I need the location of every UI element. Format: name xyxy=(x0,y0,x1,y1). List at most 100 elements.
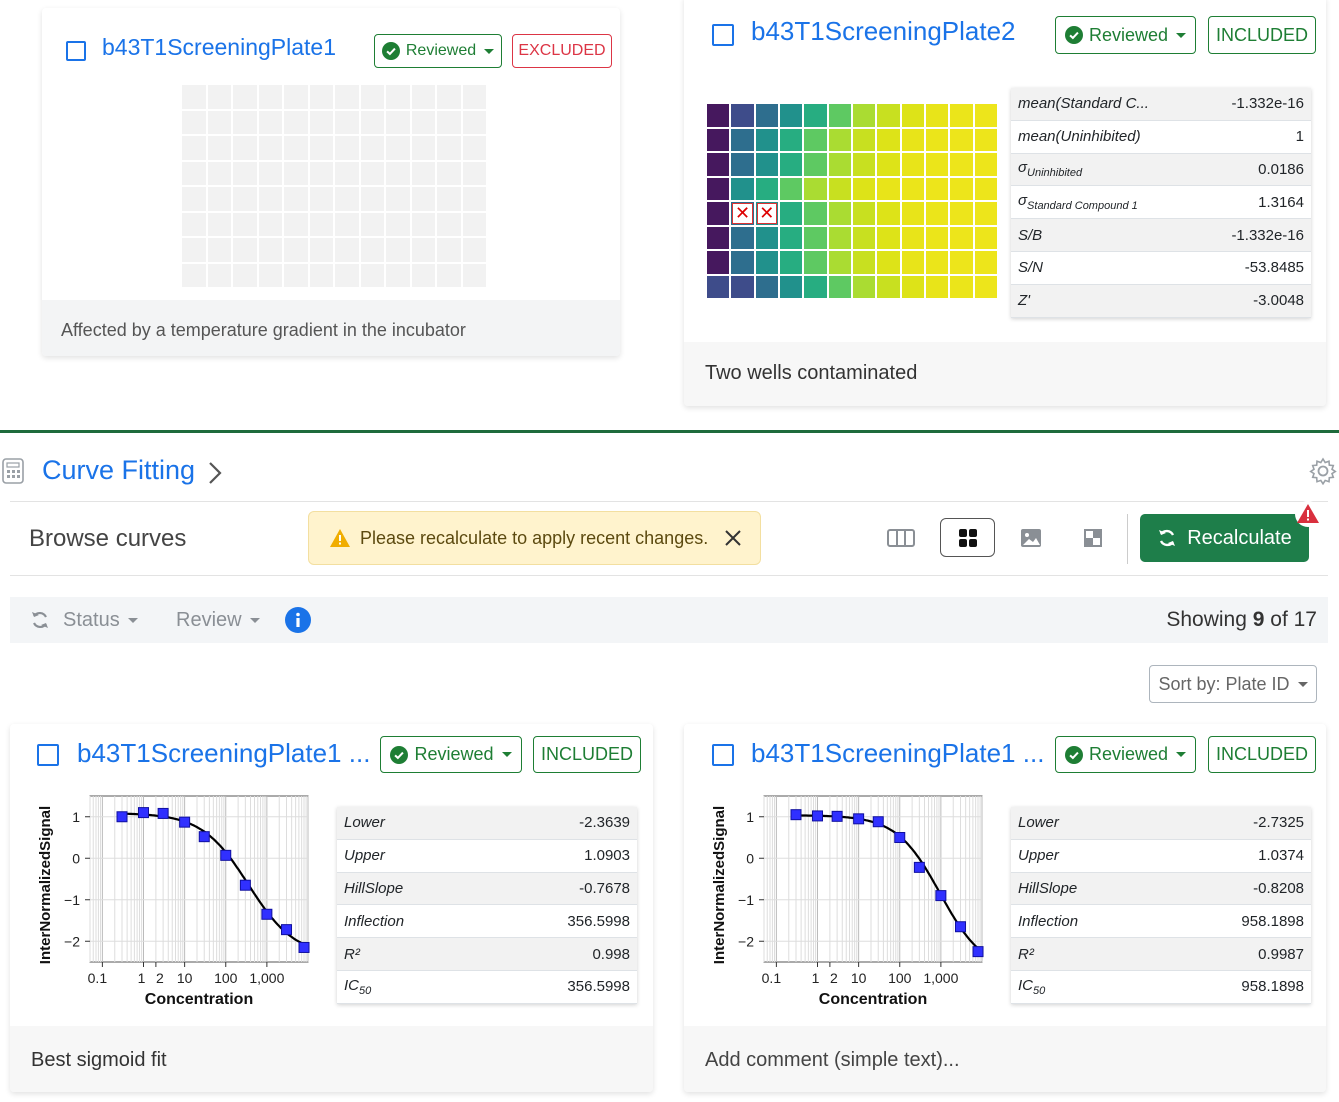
plate-well[interactable] xyxy=(950,226,973,249)
curve-2-title[interactable]: b43T1ScreeningPlate1 ... xyxy=(751,738,1045,768)
plate-well[interactable] xyxy=(926,128,949,151)
plate-well[interactable] xyxy=(974,153,997,176)
plate-well[interactable] xyxy=(853,275,876,298)
plate-well[interactable] xyxy=(755,226,778,249)
plate-well[interactable]: ✕ xyxy=(731,202,754,225)
plate-2-comment[interactable]: Two wells contaminated xyxy=(705,362,918,384)
plate-well[interactable] xyxy=(950,177,973,200)
plate-well[interactable] xyxy=(755,153,778,176)
plate-well[interactable] xyxy=(974,275,997,298)
plate-well[interactable] xyxy=(731,153,754,176)
plate-well[interactable] xyxy=(731,251,754,274)
plate-1-title[interactable]: b43T1ScreeningPlate1 xyxy=(102,34,336,60)
plate-well[interactable] xyxy=(877,153,900,176)
plate-well[interactable] xyxy=(926,275,949,298)
plate-well[interactable] xyxy=(853,177,876,200)
plate-well[interactable] xyxy=(901,202,924,225)
plate-well[interactable] xyxy=(926,153,949,176)
curve-1-review-dropdown[interactable]: Reviewed xyxy=(380,736,522,773)
plate-well[interactable] xyxy=(707,226,730,249)
plate-well[interactable] xyxy=(877,251,900,274)
plate-well[interactable] xyxy=(877,275,900,298)
plate-well[interactable] xyxy=(853,104,876,127)
plate-well[interactable] xyxy=(974,202,997,225)
plate-well[interactable] xyxy=(974,226,997,249)
columns-icon[interactable] xyxy=(886,527,916,549)
plate-well[interactable] xyxy=(853,251,876,274)
plate-well[interactable] xyxy=(853,226,876,249)
sort-dropdown[interactable]: Sort by: Plate ID xyxy=(1149,665,1317,703)
plate-well[interactable] xyxy=(804,177,827,200)
plate-well[interactable] xyxy=(926,202,949,225)
info-icon[interactable] xyxy=(285,607,311,633)
plate-well[interactable] xyxy=(804,275,827,298)
plate-well[interactable] xyxy=(780,226,803,249)
plate-well[interactable] xyxy=(731,226,754,249)
plate-well[interactable] xyxy=(780,104,803,127)
plate-well[interactable] xyxy=(780,128,803,151)
plate-well[interactable] xyxy=(755,275,778,298)
plate-well[interactable] xyxy=(974,104,997,127)
plate-well[interactable] xyxy=(950,104,973,127)
plate-well[interactable] xyxy=(974,128,997,151)
plate-well[interactable] xyxy=(877,177,900,200)
curve-1-comment[interactable]: Best sigmoid fit xyxy=(31,1049,167,1071)
plate-well[interactable] xyxy=(828,275,851,298)
plate-1-checkbox[interactable] xyxy=(66,41,86,61)
plate-well[interactable] xyxy=(877,128,900,151)
plate-well[interactable] xyxy=(804,104,827,127)
chevron-right-icon[interactable] xyxy=(207,460,223,486)
plate-well[interactable] xyxy=(707,128,730,151)
plate-well[interactable] xyxy=(901,128,924,151)
plate-well[interactable] xyxy=(828,177,851,200)
plate-well[interactable] xyxy=(828,153,851,176)
plate-1-review-dropdown[interactable]: Reviewed xyxy=(374,34,502,68)
plate-well[interactable] xyxy=(828,104,851,127)
plate-well[interactable] xyxy=(707,104,730,127)
plate-2-checkbox[interactable] xyxy=(712,24,734,46)
plate-well[interactable] xyxy=(877,202,900,225)
plate-well[interactable] xyxy=(804,153,827,176)
plate-well[interactable] xyxy=(974,251,997,274)
plate-well[interactable] xyxy=(926,104,949,127)
plate-well[interactable] xyxy=(780,177,803,200)
plate-well[interactable] xyxy=(950,275,973,298)
plate-well[interactable] xyxy=(853,128,876,151)
plate-1-comment[interactable]: Affected by a temperature gradient in th… xyxy=(61,320,466,340)
plate-1-comment-area[interactable] xyxy=(42,300,620,356)
plate-well[interactable] xyxy=(707,275,730,298)
plate-well[interactable] xyxy=(707,202,730,225)
plate-well[interactable] xyxy=(974,177,997,200)
plate-well[interactable] xyxy=(901,251,924,274)
plate-well[interactable] xyxy=(877,104,900,127)
plate-well[interactable] xyxy=(731,275,754,298)
plate-well[interactable] xyxy=(707,153,730,176)
image-icon[interactable] xyxy=(1020,528,1042,548)
curve-1-comment-area[interactable] xyxy=(10,1026,653,1092)
plate-well[interactable] xyxy=(780,202,803,225)
section-title[interactable]: Curve Fitting xyxy=(42,455,196,485)
curve-2-review-dropdown[interactable]: Reviewed xyxy=(1055,736,1196,773)
plate-well[interactable] xyxy=(926,226,949,249)
plate-well[interactable] xyxy=(755,251,778,274)
curve-2-chart[interactable]: 10−1−20.1 1 2 10 100 1,000ConcentrationInterN… xyxy=(706,784,1006,1014)
plate-well[interactable] xyxy=(780,153,803,176)
recalculate-button[interactable]: Recalculate xyxy=(1140,514,1309,562)
curve-2-comment-area[interactable] xyxy=(684,1026,1326,1092)
curve-1-chart[interactable]: 10−1−20.1 1 2 10 100 1,000ConcentrationInterN… xyxy=(32,784,332,1014)
grid-view-button[interactable] xyxy=(940,518,995,557)
plate-well[interactable] xyxy=(755,177,778,200)
plate-2-review-dropdown[interactable]: Reviewed xyxy=(1055,16,1196,54)
plate-well[interactable] xyxy=(901,275,924,298)
plate-2-heatmap[interactable]: ✕ ✕ xyxy=(707,104,997,298)
plate-well[interactable] xyxy=(877,226,900,249)
plate-well[interactable] xyxy=(901,177,924,200)
plate-well[interactable] xyxy=(950,128,973,151)
plate-well[interactable] xyxy=(926,177,949,200)
plate-well[interactable] xyxy=(950,251,973,274)
plate-well[interactable] xyxy=(804,128,827,151)
plate-2-title[interactable]: b43T1ScreeningPlate2 xyxy=(751,16,1016,46)
plate-well[interactable] xyxy=(853,202,876,225)
plate-well[interactable] xyxy=(828,251,851,274)
plate-well[interactable] xyxy=(926,251,949,274)
